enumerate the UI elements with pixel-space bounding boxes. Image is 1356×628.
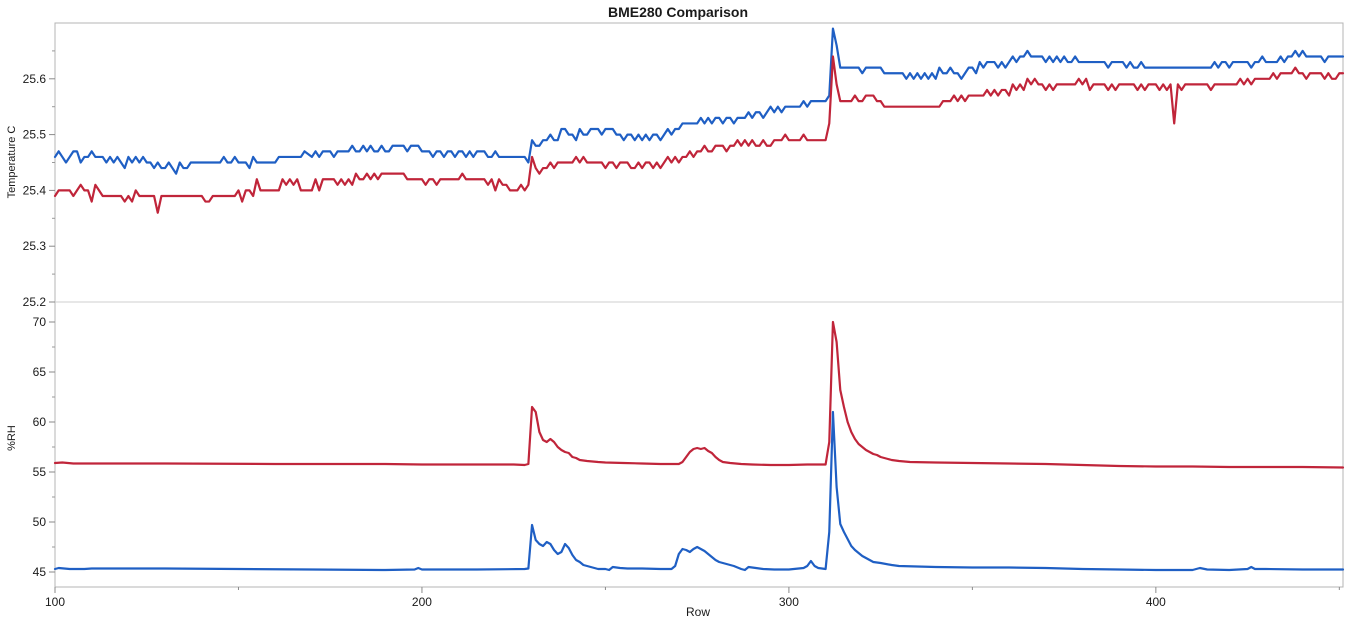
y-tick-label: 65	[33, 365, 47, 379]
plot-frame	[54, 22, 1344, 588]
y-tick-label: 70	[33, 315, 47, 329]
x-axis-label: Row	[686, 605, 710, 619]
x-tick-label: 100	[45, 595, 65, 609]
y-tick-label: 60	[33, 415, 47, 429]
y-tick-label: 55	[33, 465, 47, 479]
chart-title: BME280 Comparison	[608, 4, 748, 20]
plot-layer: 25.2 25.3 25.4 25.5 25.6 Temperature C 45 50 55 6…	[6, 22, 1345, 609]
y-tick-label: 45	[33, 565, 47, 579]
x-tick-label: 300	[779, 595, 799, 609]
series-line-first	[53, 320, 1345, 469]
x-axis: 100 200 300 400	[45, 587, 1340, 609]
y-axis-label: Temperature C	[6, 126, 18, 199]
x-tick-label: 200	[412, 595, 432, 609]
x-tick-label: 400	[1146, 595, 1166, 609]
series-line-second	[53, 410, 1345, 572]
panel-1: 25.2 25.3 25.4 25.5 25.6 Temperature C	[6, 27, 1345, 309]
y-tick-label: 25.5	[23, 128, 47, 142]
y-tick-label: 25.6	[23, 72, 47, 86]
y-tick-label: 25.2	[23, 295, 47, 309]
y-tick-label: 25.3	[23, 239, 47, 253]
y-axis-label: %RH	[6, 425, 18, 451]
panel-2: 45 50 55 60 65 70 %RH	[6, 315, 1345, 579]
series-line-first	[53, 27, 1345, 175]
y-tick-label: 50	[33, 515, 47, 529]
series-line-second	[53, 55, 1345, 214]
y-tick-label: 25.4	[23, 183, 47, 197]
